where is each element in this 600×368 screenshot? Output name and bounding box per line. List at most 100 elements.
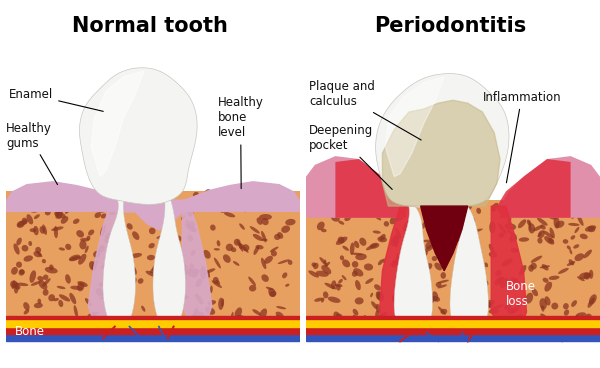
Ellipse shape — [239, 223, 245, 230]
Ellipse shape — [280, 317, 287, 326]
Ellipse shape — [395, 228, 401, 239]
Ellipse shape — [519, 237, 529, 242]
Ellipse shape — [525, 293, 533, 304]
Ellipse shape — [530, 263, 537, 269]
Ellipse shape — [143, 323, 148, 328]
Ellipse shape — [239, 320, 241, 328]
Ellipse shape — [504, 304, 511, 309]
Ellipse shape — [469, 249, 477, 256]
Ellipse shape — [22, 245, 28, 251]
Ellipse shape — [13, 244, 20, 255]
Ellipse shape — [542, 264, 548, 270]
Ellipse shape — [130, 197, 135, 206]
Ellipse shape — [51, 328, 55, 337]
Ellipse shape — [519, 265, 526, 275]
Ellipse shape — [73, 219, 80, 224]
Ellipse shape — [249, 317, 254, 322]
Ellipse shape — [264, 256, 273, 264]
Ellipse shape — [230, 247, 236, 252]
Ellipse shape — [542, 278, 548, 283]
Ellipse shape — [589, 270, 593, 279]
Ellipse shape — [261, 231, 266, 243]
Ellipse shape — [94, 212, 101, 218]
Ellipse shape — [497, 277, 503, 283]
Ellipse shape — [505, 223, 516, 230]
Text: Periodontitis: Periodontitis — [374, 16, 526, 36]
Ellipse shape — [167, 251, 173, 260]
Ellipse shape — [452, 291, 460, 301]
Ellipse shape — [237, 323, 243, 329]
Ellipse shape — [422, 240, 434, 243]
Ellipse shape — [182, 269, 189, 276]
Ellipse shape — [564, 309, 569, 316]
Ellipse shape — [393, 234, 399, 247]
Ellipse shape — [454, 201, 461, 206]
Ellipse shape — [19, 199, 28, 204]
Ellipse shape — [571, 235, 575, 240]
Ellipse shape — [181, 215, 185, 220]
Ellipse shape — [191, 227, 197, 232]
Ellipse shape — [497, 317, 510, 324]
Ellipse shape — [176, 208, 181, 213]
Ellipse shape — [15, 284, 20, 290]
Ellipse shape — [391, 260, 398, 268]
Ellipse shape — [70, 293, 76, 304]
Ellipse shape — [177, 296, 184, 300]
Ellipse shape — [569, 249, 572, 254]
Ellipse shape — [384, 221, 389, 227]
Ellipse shape — [17, 220, 28, 227]
Ellipse shape — [554, 333, 563, 343]
Ellipse shape — [226, 244, 233, 251]
Ellipse shape — [380, 234, 386, 241]
Ellipse shape — [32, 316, 35, 326]
Ellipse shape — [42, 278, 50, 287]
Ellipse shape — [470, 218, 475, 225]
Ellipse shape — [17, 330, 23, 336]
Ellipse shape — [85, 197, 97, 202]
Ellipse shape — [527, 220, 532, 226]
Ellipse shape — [233, 261, 239, 266]
Ellipse shape — [19, 269, 25, 276]
Ellipse shape — [210, 224, 215, 231]
Ellipse shape — [449, 320, 454, 326]
Polygon shape — [385, 77, 444, 177]
Polygon shape — [491, 206, 527, 333]
Ellipse shape — [233, 327, 239, 339]
Ellipse shape — [426, 201, 430, 206]
Ellipse shape — [14, 282, 19, 294]
Polygon shape — [182, 181, 300, 212]
Ellipse shape — [270, 247, 278, 252]
Polygon shape — [306, 316, 600, 319]
Ellipse shape — [162, 280, 167, 290]
Ellipse shape — [548, 276, 559, 280]
Ellipse shape — [42, 259, 46, 263]
Ellipse shape — [352, 261, 358, 268]
Ellipse shape — [11, 267, 18, 275]
Ellipse shape — [581, 200, 588, 212]
Polygon shape — [6, 327, 300, 334]
Ellipse shape — [482, 280, 488, 287]
Ellipse shape — [40, 226, 45, 234]
Ellipse shape — [393, 328, 400, 333]
Ellipse shape — [259, 205, 265, 211]
Ellipse shape — [259, 214, 272, 220]
Ellipse shape — [431, 296, 440, 302]
Ellipse shape — [146, 271, 157, 277]
Ellipse shape — [463, 319, 467, 331]
Ellipse shape — [77, 282, 85, 291]
Ellipse shape — [34, 321, 43, 330]
Ellipse shape — [196, 279, 202, 287]
Ellipse shape — [259, 308, 267, 320]
Ellipse shape — [437, 280, 449, 283]
Polygon shape — [6, 59, 300, 200]
Ellipse shape — [435, 236, 445, 247]
Ellipse shape — [364, 263, 373, 270]
Ellipse shape — [69, 256, 81, 261]
Ellipse shape — [114, 273, 116, 279]
Ellipse shape — [563, 303, 569, 309]
Ellipse shape — [567, 261, 575, 266]
Ellipse shape — [158, 304, 165, 313]
Ellipse shape — [455, 310, 461, 316]
Ellipse shape — [423, 289, 433, 299]
Ellipse shape — [508, 213, 511, 224]
